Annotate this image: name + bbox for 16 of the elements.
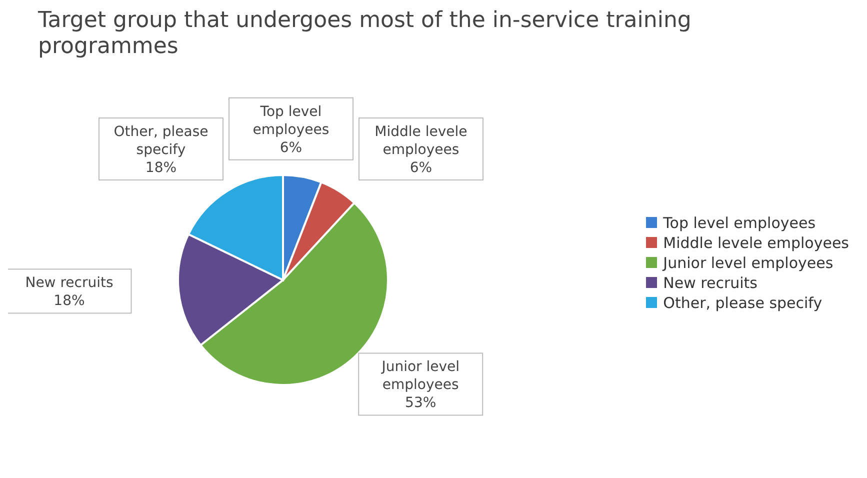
slice-label: New recruits xyxy=(25,275,114,292)
slice-label: Junior level employees xyxy=(380,359,460,394)
data-label: 6% xyxy=(280,140,302,156)
slice-label: Other, please specify xyxy=(114,124,208,158)
legend-label: Junior level employees xyxy=(663,254,834,272)
slice-label: Top level employees xyxy=(252,104,330,138)
slice-label: Middle levele employees xyxy=(374,124,468,158)
legend-label: Top level employees xyxy=(663,214,816,232)
chart-title: Target group that undergoes most of the in-service training programmes xyxy=(37,8,692,60)
data-label: 53% xyxy=(405,395,436,412)
data-label: 18% xyxy=(145,160,177,176)
legend-label: New recruits xyxy=(663,274,758,292)
data-label: 18% xyxy=(54,293,85,310)
legend-label: Other, please specify xyxy=(663,294,822,312)
legend-label: Middle levele employees xyxy=(663,234,849,252)
data-label: 6% xyxy=(410,160,432,176)
